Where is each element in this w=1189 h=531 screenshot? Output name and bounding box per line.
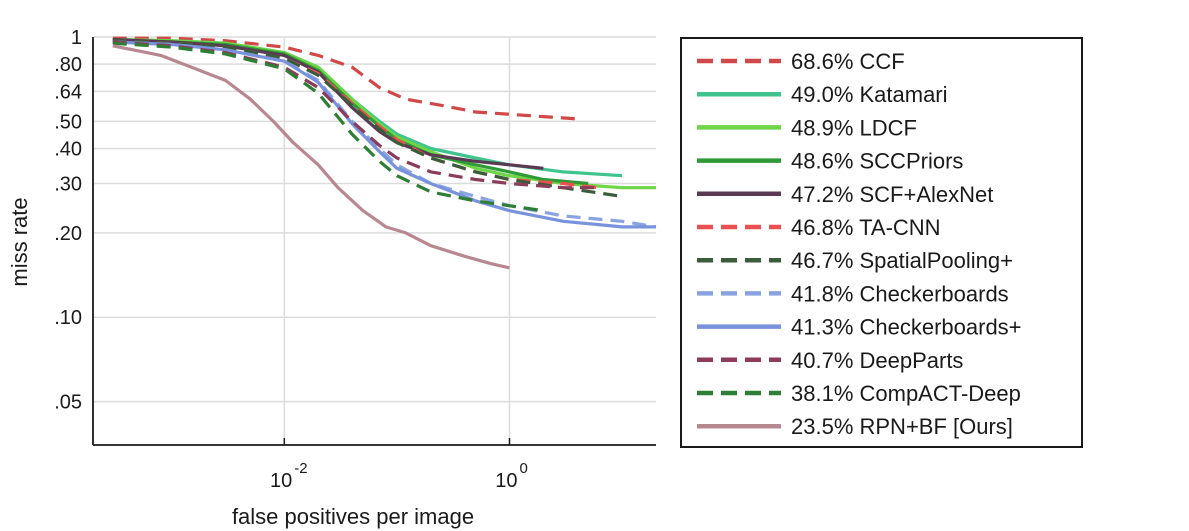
x-tick-exponent: -2 bbox=[294, 460, 307, 477]
y-tick-label: 1 bbox=[71, 27, 82, 49]
y-tick-label: .10 bbox=[54, 307, 82, 329]
legend-label: 40.7% DeepParts bbox=[791, 348, 963, 373]
series-line bbox=[112, 36, 578, 121]
legend: 68.6% CCF 49.0% Katamari 48.9% LDCF 48.6% S… bbox=[680, 37, 1083, 448]
y-tick-label: .30 bbox=[54, 174, 82, 196]
series-line bbox=[112, 44, 510, 270]
legend-label: 48.9% LDCF bbox=[791, 115, 917, 140]
legend-label: 48.6% SCCPriors bbox=[791, 149, 963, 174]
series-line bbox=[112, 41, 544, 213]
series-line bbox=[112, 37, 544, 170]
series-line bbox=[112, 39, 589, 186]
series-line bbox=[112, 40, 656, 229]
legend-label: 46.8% TA-CNN bbox=[791, 215, 941, 240]
legend-label: 68.6% CCF bbox=[791, 49, 905, 74]
legend-label: 47.2% SCF+AlexNet bbox=[791, 182, 993, 207]
axes bbox=[92, 37, 656, 446]
y-axis-label: miss rate bbox=[7, 197, 32, 286]
x-tick-exponent: 0 bbox=[520, 460, 528, 477]
y-tick-label: .64 bbox=[54, 81, 82, 103]
legend-label: 38.1% CompACT-Deep bbox=[791, 381, 1021, 406]
series-line bbox=[112, 37, 623, 178]
x-tick-label: 10 bbox=[495, 470, 517, 492]
y-tick-label: .20 bbox=[54, 223, 82, 245]
legend-label: 49.0% Katamari bbox=[791, 82, 948, 107]
legend-label: 23.5% RPN+BF [Ours] bbox=[791, 414, 1013, 439]
legend-label: 41.8% Checkerboards bbox=[791, 281, 1009, 306]
y-tick-label: .40 bbox=[54, 139, 82, 161]
y-tick-label: .05 bbox=[54, 392, 82, 414]
x-tick-label: 10 bbox=[270, 470, 292, 492]
legend-box bbox=[680, 37, 1083, 448]
legend-label: 41.3% Checkerboards+ bbox=[791, 315, 1022, 340]
x-axis-label: false positives per image bbox=[232, 504, 474, 529]
y-tick-label: .80 bbox=[54, 54, 82, 76]
legend-label: 46.7% SpatialPooling+ bbox=[791, 248, 1013, 273]
series-line bbox=[112, 39, 623, 198]
series-lines bbox=[112, 36, 657, 270]
y-tick-label: .50 bbox=[54, 111, 82, 133]
grid-lines bbox=[93, 36, 656, 445]
